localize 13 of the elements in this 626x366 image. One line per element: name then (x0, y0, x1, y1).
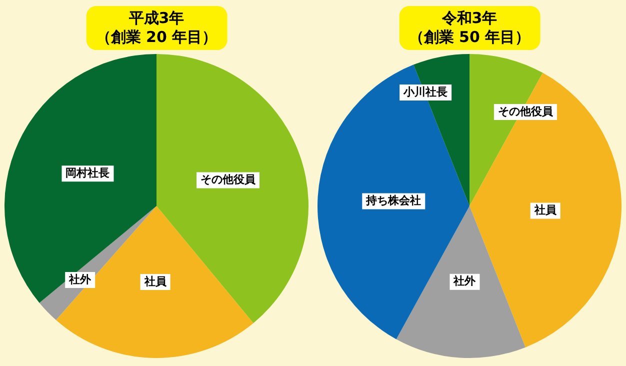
slice-label: 社外 (68, 272, 92, 286)
slice-label: その他役員 (498, 104, 554, 118)
slice-label: 社員 (143, 274, 168, 288)
slice-label: 社外 (452, 274, 477, 288)
chart-title: 令和3年 (440, 9, 498, 28)
chart-title: 平成3年 (128, 9, 186, 28)
slice-label: 社員 (533, 204, 558, 217)
chart-subtitle: （創業 50 年目） (408, 28, 530, 47)
slice-label: その他役員 (200, 173, 257, 186)
slice-label: 小川社長 (402, 85, 448, 98)
slice-label: 持ち株会社 (365, 194, 422, 208)
chart-subtitle: （創業 20 年目） (96, 28, 218, 47)
slice-label: 岡村社長 (66, 166, 110, 180)
